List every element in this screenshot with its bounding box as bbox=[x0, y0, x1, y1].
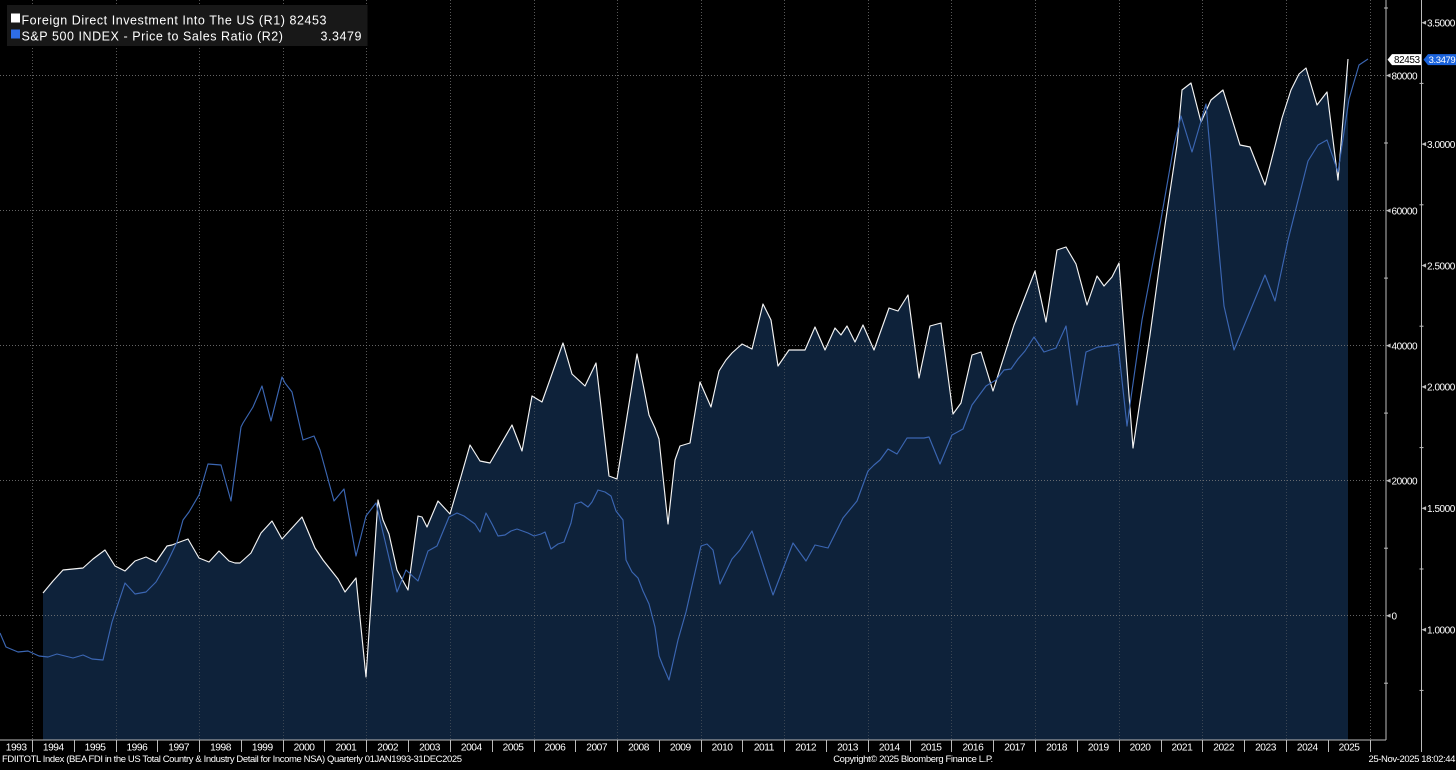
svg-text:1993: 1993 bbox=[6, 743, 28, 754]
svg-text:FDIITOTL Index (BEA FDI in the: FDIITOTL Index (BEA FDI in the US Total … bbox=[2, 754, 462, 765]
svg-text:2013: 2013 bbox=[837, 743, 859, 754]
svg-text:2019: 2019 bbox=[1088, 743, 1110, 754]
svg-text:2024: 2024 bbox=[1297, 743, 1319, 754]
svg-text:Copyright© 2025 Bloomberg Fina: Copyright© 2025 Bloomberg Finance L.P. bbox=[833, 754, 993, 765]
svg-text:2008: 2008 bbox=[628, 743, 650, 754]
svg-text:2010: 2010 bbox=[712, 743, 734, 754]
svg-text:2009: 2009 bbox=[670, 743, 692, 754]
svg-text:20000: 20000 bbox=[1392, 477, 1418, 488]
svg-text:2005: 2005 bbox=[503, 743, 525, 754]
svg-text:2.0000: 2.0000 bbox=[1427, 383, 1456, 394]
svg-text:1998: 1998 bbox=[210, 743, 232, 754]
svg-text:2014: 2014 bbox=[879, 743, 901, 754]
svg-text:2002: 2002 bbox=[377, 743, 399, 754]
svg-text:25-Nov-2025 18:02:44: 25-Nov-2025 18:02:44 bbox=[1368, 754, 1455, 765]
svg-text:2006: 2006 bbox=[544, 743, 566, 754]
svg-text:2018: 2018 bbox=[1046, 743, 1068, 754]
svg-text:82453: 82453 bbox=[1394, 55, 1421, 66]
svg-text:1999: 1999 bbox=[252, 743, 274, 754]
svg-text:3.0000: 3.0000 bbox=[1427, 140, 1456, 151]
svg-text:2003: 2003 bbox=[419, 743, 441, 754]
svg-text:1.5000: 1.5000 bbox=[1427, 504, 1456, 515]
svg-text:2017: 2017 bbox=[1004, 743, 1026, 754]
svg-text:2022: 2022 bbox=[1213, 743, 1235, 754]
svg-text:2015: 2015 bbox=[921, 743, 943, 754]
svg-text:40000: 40000 bbox=[1392, 341, 1418, 352]
svg-text:2.5000: 2.5000 bbox=[1427, 261, 1456, 272]
svg-text:Foreign Direct Investment Into: Foreign Direct Investment Into The US (R… bbox=[22, 14, 327, 28]
svg-text:S&P 500 INDEX - Price to Sales: S&P 500 INDEX - Price to Sales Ratio (R2… bbox=[22, 30, 284, 44]
svg-text:3.5000: 3.5000 bbox=[1427, 19, 1456, 30]
svg-text:80000: 80000 bbox=[1392, 71, 1418, 82]
svg-text:2023: 2023 bbox=[1255, 743, 1277, 754]
svg-text:3.3479: 3.3479 bbox=[1429, 55, 1456, 66]
svg-text:2025: 2025 bbox=[1339, 743, 1361, 754]
svg-text:1997: 1997 bbox=[168, 743, 190, 754]
svg-text:1995: 1995 bbox=[85, 743, 107, 754]
svg-text:1996: 1996 bbox=[126, 743, 148, 754]
svg-text:1994: 1994 bbox=[43, 743, 65, 754]
svg-text:2000: 2000 bbox=[294, 743, 316, 754]
svg-text:3.3479: 3.3479 bbox=[320, 30, 362, 44]
svg-text:2001: 2001 bbox=[335, 743, 357, 754]
svg-text:2021: 2021 bbox=[1171, 743, 1193, 754]
svg-text:2004: 2004 bbox=[461, 743, 483, 754]
svg-text:2016: 2016 bbox=[962, 743, 984, 754]
svg-text:60000: 60000 bbox=[1392, 206, 1418, 217]
svg-text:1.0000: 1.0000 bbox=[1427, 626, 1456, 637]
svg-text:2011: 2011 bbox=[754, 743, 775, 754]
svg-text:2012: 2012 bbox=[795, 743, 817, 754]
svg-text:2020: 2020 bbox=[1130, 743, 1152, 754]
svg-text:0: 0 bbox=[1392, 612, 1398, 623]
svg-text:2007: 2007 bbox=[586, 743, 608, 754]
